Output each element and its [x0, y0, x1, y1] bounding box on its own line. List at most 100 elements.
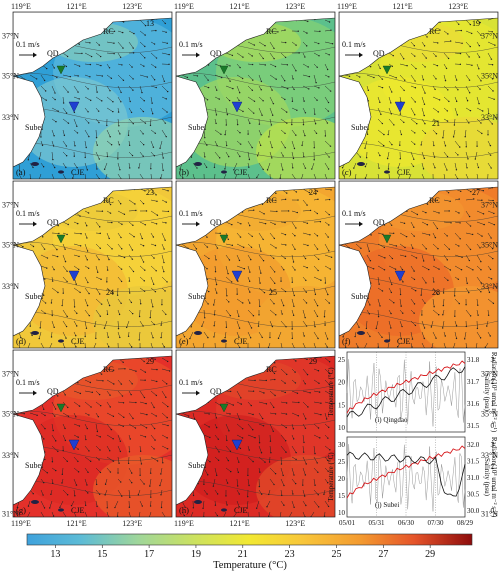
lon-tick-label-top: 119°E — [337, 2, 357, 11]
island — [58, 339, 64, 343]
temperature-tick: 10 — [338, 424, 346, 432]
lat-tick-label-right: 35°N — [481, 240, 498, 249]
panel-label: (f) — [342, 336, 351, 346]
subei-station-marker — [231, 439, 243, 451]
qd-label: QD — [210, 49, 222, 58]
lat-tick-label-left: 33°N — [2, 113, 19, 122]
temperature-tick: 20 — [338, 475, 346, 483]
rc-label: RC — [266, 365, 277, 374]
qd-label: QD — [47, 387, 59, 396]
scale-vector: 0.1 m/s — [179, 40, 203, 58]
subei-label: Subei — [188, 123, 207, 132]
shandong-land — [13, 181, 172, 246]
island — [194, 500, 202, 504]
qd-label: QD — [210, 387, 222, 396]
svg-text:0.1 m/s: 0.1 m/s — [179, 40, 203, 49]
lon-tick-label-top: 119°E — [174, 2, 194, 11]
contour-label: 23 — [146, 188, 154, 197]
contour-label: 27 — [472, 188, 480, 197]
colorbar-tick-label: 29 — [425, 549, 435, 560]
contour-label: 21 — [432, 119, 440, 128]
rc-label: RC — [266, 27, 277, 36]
salinity-tick: 31.6 — [467, 400, 480, 408]
subei-station-marker — [68, 270, 80, 282]
map-panel-e: (e) QD RC Subei CJE 0.1 m/s 24 25 — [175, 180, 336, 349]
svg-text:0.1 m/s: 0.1 m/s — [16, 378, 40, 387]
salinity-axis-label: Salinity (psu) — [483, 458, 491, 497]
lat-tick-label-left: 37°N — [2, 31, 19, 40]
radiation-tick: 1 — [491, 485, 495, 493]
cje-label: CJE — [71, 506, 84, 515]
qd-label: QD — [373, 218, 385, 227]
shandong-land — [176, 350, 335, 415]
scale-vector: 0.1 m/s — [179, 209, 203, 227]
contour-label: 29 — [146, 357, 154, 366]
contour-label: 24 — [309, 188, 317, 197]
qingdao-station-marker — [56, 65, 66, 75]
subei-label: Subei — [25, 292, 44, 301]
map-panel-b: (b) QD RC Subei CJE 0.1 m/s — [175, 11, 336, 180]
temperature-tick: 10 — [338, 509, 346, 517]
subei-station-marker — [231, 270, 243, 282]
subei-label: Subei — [188, 292, 207, 301]
subei-label: Subei — [351, 292, 370, 301]
lon-tick-label-top: 121°E — [230, 2, 250, 11]
salinity-tick: 31.5 — [467, 458, 480, 466]
colorbar-tick-label: 21 — [238, 549, 248, 560]
radiation-tick: 2 — [491, 378, 495, 386]
jiangsu-land — [339, 75, 372, 168]
lat-tick-label-right: 37°N — [481, 200, 498, 209]
lat-tick-label-right: 35°N — [481, 71, 498, 80]
lat-tick-label-left: 37°N — [2, 200, 19, 209]
temperature-tick: 25 — [338, 356, 346, 364]
lat-tick-label-right: 33°N — [481, 282, 498, 291]
subei-label: Subei — [25, 461, 44, 470]
lat-tick-label-right: 31°N — [481, 510, 498, 519]
scale-vector: 0.1 m/s — [342, 40, 366, 58]
temperature-tick: 15 — [338, 401, 346, 409]
qingdao-station-marker — [219, 65, 229, 75]
salinity-tick: 31.5 — [467, 422, 480, 430]
contour-label: 19 — [472, 19, 480, 28]
radiation-tick: 3 — [491, 441, 495, 449]
subei-station-marker — [231, 101, 243, 113]
lat-tick-label-left: 33°N — [2, 282, 19, 291]
panel-label: (g) — [16, 505, 26, 515]
map-panel-h: (h) QD RC Subei CJE 0.1 m/s 29 — [175, 349, 336, 518]
colorbar-tick-label: 23 — [285, 549, 295, 560]
map-panel-g: (g) QD RC Subei CJE 0.1 m/s 29 — [12, 349, 173, 518]
scale-vector: 0.1 m/s — [16, 40, 40, 58]
subei-time-series: (j) Subei 10 15 20 25 30 30.0 30.5 31.0 31.5 32.0 0… — [327, 436, 498, 518]
cje-label: CJE — [234, 168, 247, 177]
lat-tick-label-right: 33°N — [481, 113, 498, 122]
island — [221, 339, 227, 343]
subei-station-marker — [68, 439, 80, 451]
temperature-axis-label: Temperature (°C) — [327, 367, 335, 417]
qd-label: QD — [47, 49, 59, 58]
radiation-tick: 0 — [491, 507, 495, 515]
salinity-tick: 31.8 — [467, 356, 480, 364]
island — [194, 331, 202, 335]
radiation-series — [346, 444, 466, 512]
svg-text:0.1 m/s: 0.1 m/s — [342, 40, 366, 49]
island — [384, 339, 390, 343]
lat-tick-label-left: 33°N — [2, 451, 19, 460]
scale-vector: 0.1 m/s — [16, 378, 40, 396]
lat-tick-label-left: 35°N — [2, 71, 19, 80]
cje-label: CJE — [71, 168, 84, 177]
svg-text:0.1 m/s: 0.1 m/s — [16, 40, 40, 49]
shandong-land — [339, 12, 498, 77]
radiation-tick: 3 — [491, 356, 495, 364]
panel-label: (e) — [179, 336, 189, 346]
scale-vector: 0.1 m/s — [342, 209, 366, 227]
panel-label: (c) — [342, 167, 352, 177]
panel-label: (a) — [16, 167, 26, 177]
radiation-tick: 2 — [491, 463, 495, 471]
axis-labels: 37°N 37°N 35°N 35°N 33°N 33°N 37°N 37°N 35°N 35°N… — [2, 2, 498, 528]
rc-label: RC — [103, 365, 114, 374]
jiangsu-land — [176, 244, 209, 337]
colorbar-tick-label: 27 — [378, 549, 388, 560]
rc-label: RC — [429, 196, 440, 205]
island — [31, 331, 39, 335]
date-tick: 06/30 — [398, 519, 414, 527]
